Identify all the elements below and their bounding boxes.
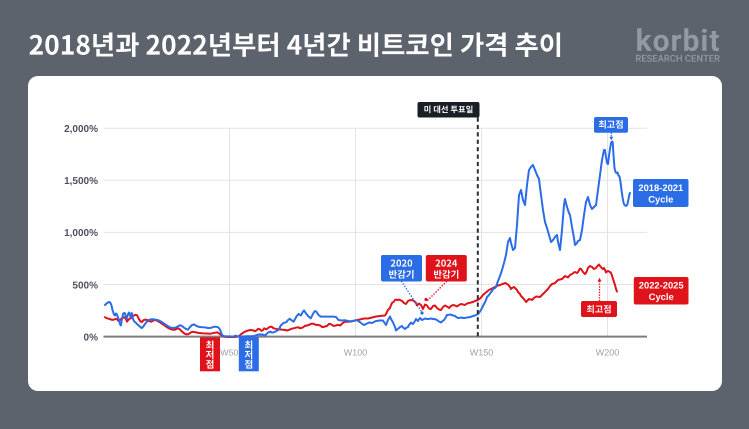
svg-text:2,000%: 2,000% xyxy=(64,124,98,135)
svg-text:Cycle: Cycle xyxy=(649,291,674,302)
svg-text:1,500%: 1,500% xyxy=(64,176,98,187)
svg-text:2022-2025: 2022-2025 xyxy=(639,280,684,291)
svg-text:W200: W200 xyxy=(596,348,620,358)
svg-text:500%: 500% xyxy=(72,280,98,291)
svg-text:0%: 0% xyxy=(84,332,99,343)
svg-text:Cycle: Cycle xyxy=(648,193,673,204)
svg-text:W50: W50 xyxy=(220,348,238,358)
svg-text:2018-2021: 2018-2021 xyxy=(638,182,683,193)
svg-text:W150: W150 xyxy=(470,348,494,358)
svg-text:W100: W100 xyxy=(344,348,368,358)
svg-text:1,000%: 1,000% xyxy=(64,228,98,239)
